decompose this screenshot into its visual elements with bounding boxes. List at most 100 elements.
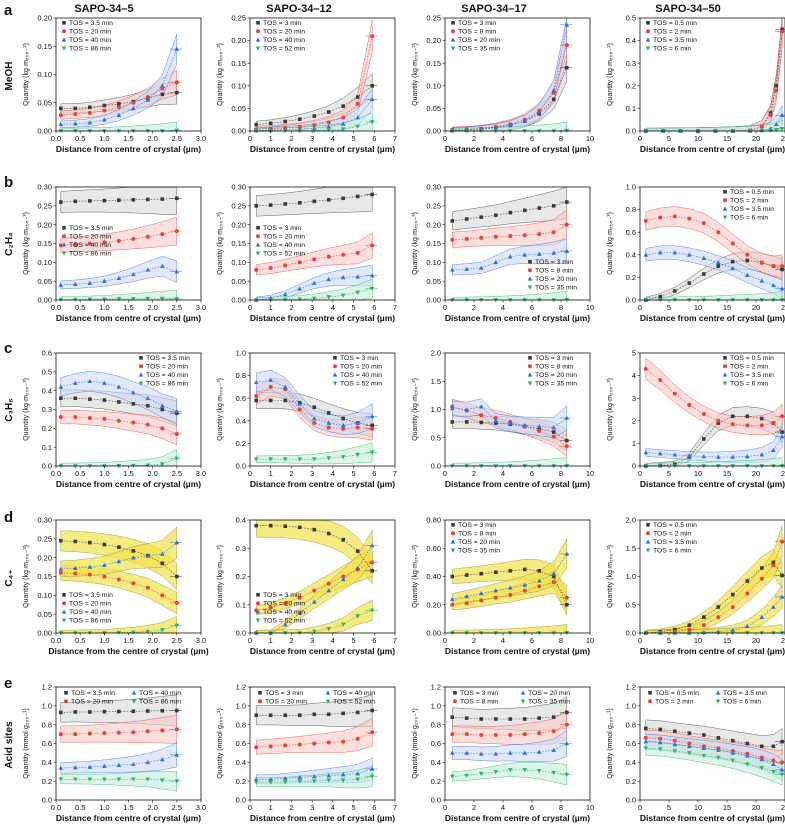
- legend-label-0: TOS = 3 min: [263, 592, 301, 599]
- legend-marker-2: [255, 609, 261, 614]
- legend-marker-0: [64, 691, 68, 695]
- data-point-s2-7: [160, 83, 165, 88]
- data-point-s2-0: [58, 765, 64, 770]
- data-point-s3-5: [131, 630, 136, 635]
- data-point-s0-7: [551, 715, 556, 719]
- legend-marker-1: [256, 29, 260, 34]
- y-tick-label: 0.20: [426, 600, 441, 609]
- data-point-s3-8: [174, 779, 180, 784]
- x-tick-label: 0.5: [75, 303, 85, 312]
- column-title-3: SAPO-34–50: [655, 3, 720, 15]
- data-point-s3-1: [464, 773, 470, 778]
- x-tick-label: 0: [638, 636, 642, 645]
- y-tick-label: 0.2: [626, 81, 636, 90]
- data-point-s2-0: [449, 405, 455, 411]
- data-point-s0-6: [537, 426, 542, 431]
- data-point-s0-5: [716, 264, 721, 268]
- data-point-s1-4: [312, 123, 317, 128]
- data-point-s3-5: [716, 755, 721, 761]
- data-point-s1-6: [537, 232, 542, 237]
- data-point-s1-0: [643, 735, 648, 740]
- legend-label-2: TOS = 40 min: [263, 37, 305, 44]
- data-point-s1-7: [551, 580, 556, 585]
- data-point-s2-2: [87, 378, 93, 384]
- legend-marker-2: [527, 372, 533, 377]
- legend-marker-1: [256, 601, 260, 606]
- panel-c-2: 0 2 4 6 8 10 0.0 0.5 1.0 1.5 2.0 Distance from cent…: [412, 349, 594, 489]
- data-point-s0-7: [745, 741, 750, 746]
- y-tick-label: 0.25: [37, 534, 52, 543]
- axes-frame: [639, 352, 785, 467]
- data-point-s1-5: [131, 420, 136, 425]
- data-point-s0-8: [760, 744, 764, 749]
- row-name-c4plus: C₄₊: [4, 569, 15, 586]
- data-point-s2-4: [311, 774, 317, 779]
- data-point-s0-0: [450, 219, 455, 223]
- data-point-s2-0: [643, 252, 649, 257]
- data-point-s0-7: [160, 197, 165, 201]
- y-tick-label: 1.5: [626, 544, 636, 553]
- x-tick-label: 3.0: [196, 803, 206, 812]
- y-tick-label: 1.0: [42, 701, 52, 710]
- y-tick-label: 0.0: [431, 462, 441, 471]
- data-point-s3-6: [340, 293, 346, 298]
- data-point-s3-7: [355, 452, 361, 458]
- y-tick-label: 0.6: [626, 739, 636, 748]
- x-tick-label: 7: [393, 636, 397, 645]
- data-point-s3-8: [174, 623, 180, 628]
- data-point-s0-7: [355, 95, 360, 99]
- x-tick-label: 1.0: [99, 303, 109, 312]
- axes-frame: [249, 352, 396, 467]
- data-point-s0-7: [551, 97, 556, 102]
- row-letter-a: a: [4, 2, 13, 19]
- legend-label-3: TOS = 86 min: [69, 250, 111, 257]
- data-point-s0-1: [268, 398, 273, 403]
- x-tick-label: 20: [752, 803, 760, 812]
- data-point-s3-5: [522, 768, 528, 773]
- legend-marker-2: [722, 372, 728, 377]
- data-point-s1-6: [145, 95, 150, 100]
- legend-marker-1: [62, 29, 66, 34]
- x-axis-label: Distance from centre of crystal (µm): [445, 646, 590, 656]
- legend-marker-1: [453, 699, 457, 704]
- x-axis-label: Distance from centre of crystal (µm): [56, 479, 201, 489]
- y-tick-label: 0.10: [231, 258, 246, 267]
- data-point-s1-2: [87, 415, 92, 420]
- uncertainty-band-3: [452, 762, 567, 786]
- data-point-s1-9: [774, 88, 779, 93]
- data-point-s2-6: [145, 395, 151, 400]
- data-point-s2-7: [745, 454, 750, 459]
- data-point-s1-7: [355, 101, 360, 106]
- data-point-s2-1: [464, 266, 470, 271]
- x-axis-label: Distance from centre of crystal (µm): [445, 479, 590, 489]
- series-line-2: [645, 252, 783, 289]
- data-point-s1-0: [58, 113, 63, 118]
- data-point-s0-5: [716, 736, 721, 740]
- data-point-s1-3: [102, 731, 107, 736]
- data-point-s0-6: [537, 716, 542, 720]
- legend-label-3: TOS = 35 min: [535, 285, 577, 292]
- x-tick-label: 6: [372, 303, 376, 312]
- x-tick-label: 6: [372, 636, 376, 645]
- data-point-s1-4: [312, 257, 317, 262]
- data-point-s1-9: [771, 563, 776, 568]
- x-tick-label: 1.0: [99, 803, 109, 812]
- x-axis-label: Distance from centre of crystal (µm): [250, 144, 395, 154]
- legend-marker-2: [131, 690, 137, 695]
- x-axis-label: Distance from the centre of crystal (µm): [48, 646, 208, 656]
- data-point-s2-5: [131, 555, 136, 560]
- data-point-s2-3: [687, 743, 692, 749]
- data-point-s1-4: [701, 623, 706, 628]
- legend-marker-2: [61, 37, 67, 42]
- x-axis-label: Distance from centre of crystal (µm): [250, 813, 395, 823]
- x-tick-label: 2: [472, 469, 476, 478]
- legend-label-3: TOS = 6 min: [653, 548, 691, 555]
- data-point-s2-7: [745, 272, 750, 277]
- data-point-s3-6: [340, 622, 346, 627]
- data-point-s0-6: [731, 259, 735, 264]
- uncertainty-band-2: [60, 742, 177, 774]
